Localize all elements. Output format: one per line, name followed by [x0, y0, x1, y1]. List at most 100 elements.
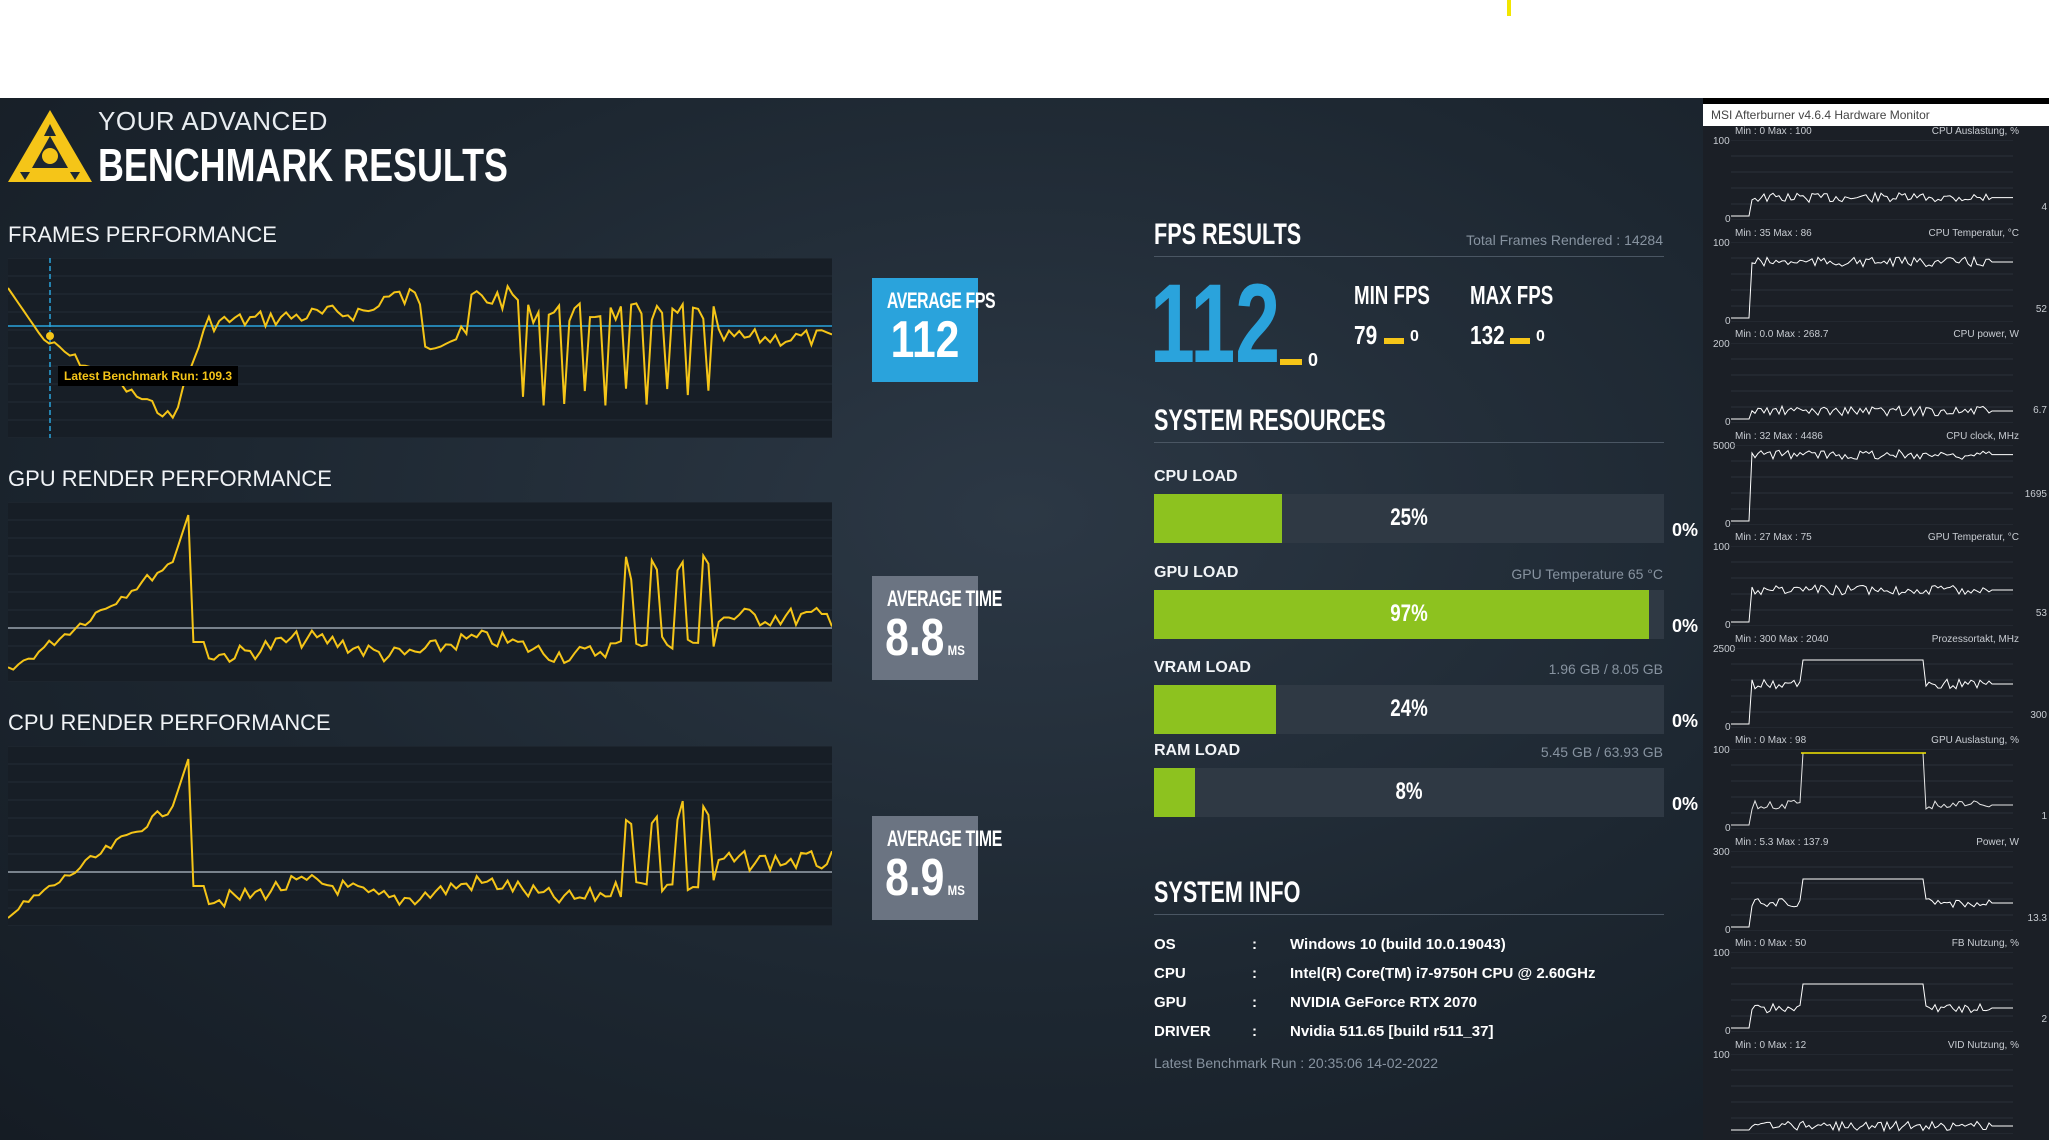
info-value-gpu: NVIDIA GeForce RTX 2070 — [1290, 994, 1478, 1011]
info-value-driver: Nvidia 511.65 [build r511_37] — [1290, 1023, 1494, 1040]
monitor-label: Power, W — [1976, 836, 2019, 848]
max-fps-dash — [1510, 338, 1530, 344]
monitor-ymin: 0 — [1725, 518, 1731, 530]
fps-big-value: 112 — [1150, 261, 1281, 386]
ram-load-label: RAM LOAD — [1154, 742, 1241, 759]
monitor-graph: Min : 0 Max : 12 VID Nutzung, % 100 — [1703, 1040, 2049, 1140]
monitor-ymin: 0 — [1725, 924, 1731, 936]
ram-load-bar: 8% — [1154, 768, 1664, 817]
afterburner-monitor: Min : 0 Max : 100 CPU Auslastung, % 100 0 4 M… — [1703, 126, 2049, 1140]
cpu-average-time-value: 8.9 MS — [882, 848, 969, 908]
monitor-ymin: 0 — [1725, 417, 1731, 428]
max-fps-value: 132 — [1470, 320, 1505, 350]
monitor-ymax: 100 — [1713, 1049, 1730, 1061]
monitor-label: CPU clock, MHz — [1946, 430, 2019, 442]
latest-run-marker-label: Latest Benchmark Run: 109.3 — [58, 366, 239, 386]
ram-load-zero: 0% — [1672, 794, 1699, 814]
app-logo-icon — [6, 106, 94, 186]
monitor-trace — [1731, 191, 2013, 217]
min-fps-zero: 0 — [1410, 328, 1419, 345]
monitor-minmax: Min : 32 Max : 4486 — [1735, 430, 1823, 442]
info-sep-os: : — [1252, 936, 1257, 953]
fps-results-divider — [1154, 256, 1664, 257]
monitor-minmax: Min : 0 Max : 12 — [1735, 1039, 1807, 1051]
monitor-label: GPU Auslastung, % — [1931, 735, 2019, 746]
monitor-graph: Min : 0.0 Max : 268.7 CPU power, W 200 0 6.7 — [1703, 329, 2049, 431]
monitor-sparkline — [1731, 850, 2013, 931]
monitor-trace — [1731, 983, 2013, 1029]
gpu-average-time-unit: MS — [947, 642, 965, 658]
monitor-current: 4 — [2041, 202, 2047, 213]
monitor-current: 53 — [2035, 608, 2047, 619]
cpu-load-bar-fill — [1154, 494, 1282, 543]
ram-load-note: 5.45 GB / 63.93 GB — [1540, 744, 1663, 760]
monitor-sparkline — [1731, 343, 2013, 423]
fps-big-dash — [1280, 359, 1302, 365]
gpu-render-trace — [8, 514, 832, 671]
monitor-sparkline — [1731, 1053, 2013, 1134]
ram-load-percent: 8% — [1395, 778, 1423, 805]
gpu-average-time-box: AVERAGE TIME 8.8 MS — [872, 576, 1002, 680]
monitor-current: 1695 — [2024, 488, 2047, 500]
monitor-ymin: 0 — [1725, 315, 1731, 327]
monitor-label: CPU Temperatur, °C — [1928, 227, 2019, 239]
monitor-ymax: 200 — [1713, 339, 1730, 350]
monitor-graph: Min : 35 Max : 86 CPU Temperatur, °C 100 0 5… — [1703, 228, 2049, 330]
monitor-minmax: Min : 0 Max : 100 — [1735, 126, 1812, 137]
monitor-sparkline — [1731, 140, 2013, 220]
benchmark-results-screen: YOUR ADVANCED BENCHMARK RESULTS FRAMES P… — [0, 98, 1703, 1140]
monitor-ymin: 0 — [1725, 1026, 1731, 1037]
monitor-current: 300 — [2030, 709, 2047, 721]
cpu-average-time-unit: MS — [947, 882, 965, 898]
monitor-ymax: 300 — [1713, 846, 1730, 858]
min-fps-value: 79 — [1354, 320, 1378, 350]
vram-load-bar: 24% — [1154, 685, 1664, 734]
monitor-current: 13.3 — [2027, 912, 2047, 924]
vram-load-percent: 24% — [1390, 695, 1428, 722]
top-white-strip — [0, 0, 2049, 98]
monitor-label: CPU Auslastung, % — [1931, 126, 2019, 137]
monitor-graph: Min : 300 Max : 2040 Prozessortakt, MHz 25… — [1703, 634, 2049, 736]
monitor-label: Prozessortakt, MHz — [1931, 633, 2019, 645]
cpu-load-percent: 25% — [1390, 504, 1428, 531]
monitor-graph: Min : 5.3 Max : 137.9 Power, W 300 0 13.3 — [1703, 837, 2049, 939]
monitor-ymin: 0 — [1725, 721, 1731, 733]
latest-run-marker-dot — [46, 332, 54, 340]
vram-load-zero: 0% — [1672, 711, 1699, 731]
cpu-average-time-box: AVERAGE TIME 8.9 MS — [872, 816, 1002, 920]
monitor-trace — [1731, 878, 2013, 927]
cpu-load-zero: 0% — [1672, 520, 1699, 540]
frames-trace — [8, 283, 832, 420]
info-sep-cpu: : — [1252, 965, 1257, 982]
ram-load-bar-fill — [1154, 768, 1195, 817]
monitor-current: 6.7 — [2033, 405, 2047, 416]
monitor-ymax: 2500 — [1713, 643, 1736, 655]
monitor-label: VID Nutzung, % — [1947, 1039, 2019, 1051]
system-info-title: SYSTEM INFO — [1154, 876, 1301, 909]
frames-performance-title: FRAMES PERFORMANCE — [8, 222, 277, 247]
gpu-load-bar: 97% — [1154, 590, 1664, 639]
gpu-load-label: GPU LOAD — [1154, 564, 1239, 581]
vram-load-bar-fill — [1154, 685, 1277, 734]
monitor-ymax: 100 — [1713, 948, 1730, 959]
monitor-trace — [1731, 1119, 2013, 1132]
monitor-minmax: Min : 27 Max : 75 — [1735, 532, 1812, 543]
monitor-label: GPU Temperatur, °C — [1927, 532, 2019, 543]
max-fps-zero: 0 — [1536, 328, 1545, 345]
info-key-os: OS — [1154, 936, 1176, 953]
monitor-graph: Min : 32 Max : 4486 CPU clock, MHz 5000 0 16… — [1703, 431, 2049, 533]
gpu-average-time-value: 8.8 MS — [882, 608, 969, 668]
gpu-load-bar-fill — [1154, 590, 1649, 639]
title-big: BENCHMARK RESULTS — [98, 139, 508, 191]
monitor-sparkline — [1731, 241, 2013, 322]
monitor-label: CPU power, W — [1953, 329, 2019, 340]
fps-big-zero: 0 — [1308, 350, 1319, 370]
info-sep-driver: : — [1252, 1023, 1257, 1040]
system-info-divider — [1154, 914, 1664, 915]
monitor-minmax: Min : 5.3 Max : 137.9 — [1735, 836, 1829, 848]
gpu-load-zero: 0% — [1672, 616, 1699, 636]
gpu-render-chart — [8, 502, 832, 682]
system-resources-title: SYSTEM RESOURCES — [1154, 404, 1386, 437]
frames-line-chart — [8, 258, 832, 438]
monitor-sparkline — [1731, 444, 2013, 525]
